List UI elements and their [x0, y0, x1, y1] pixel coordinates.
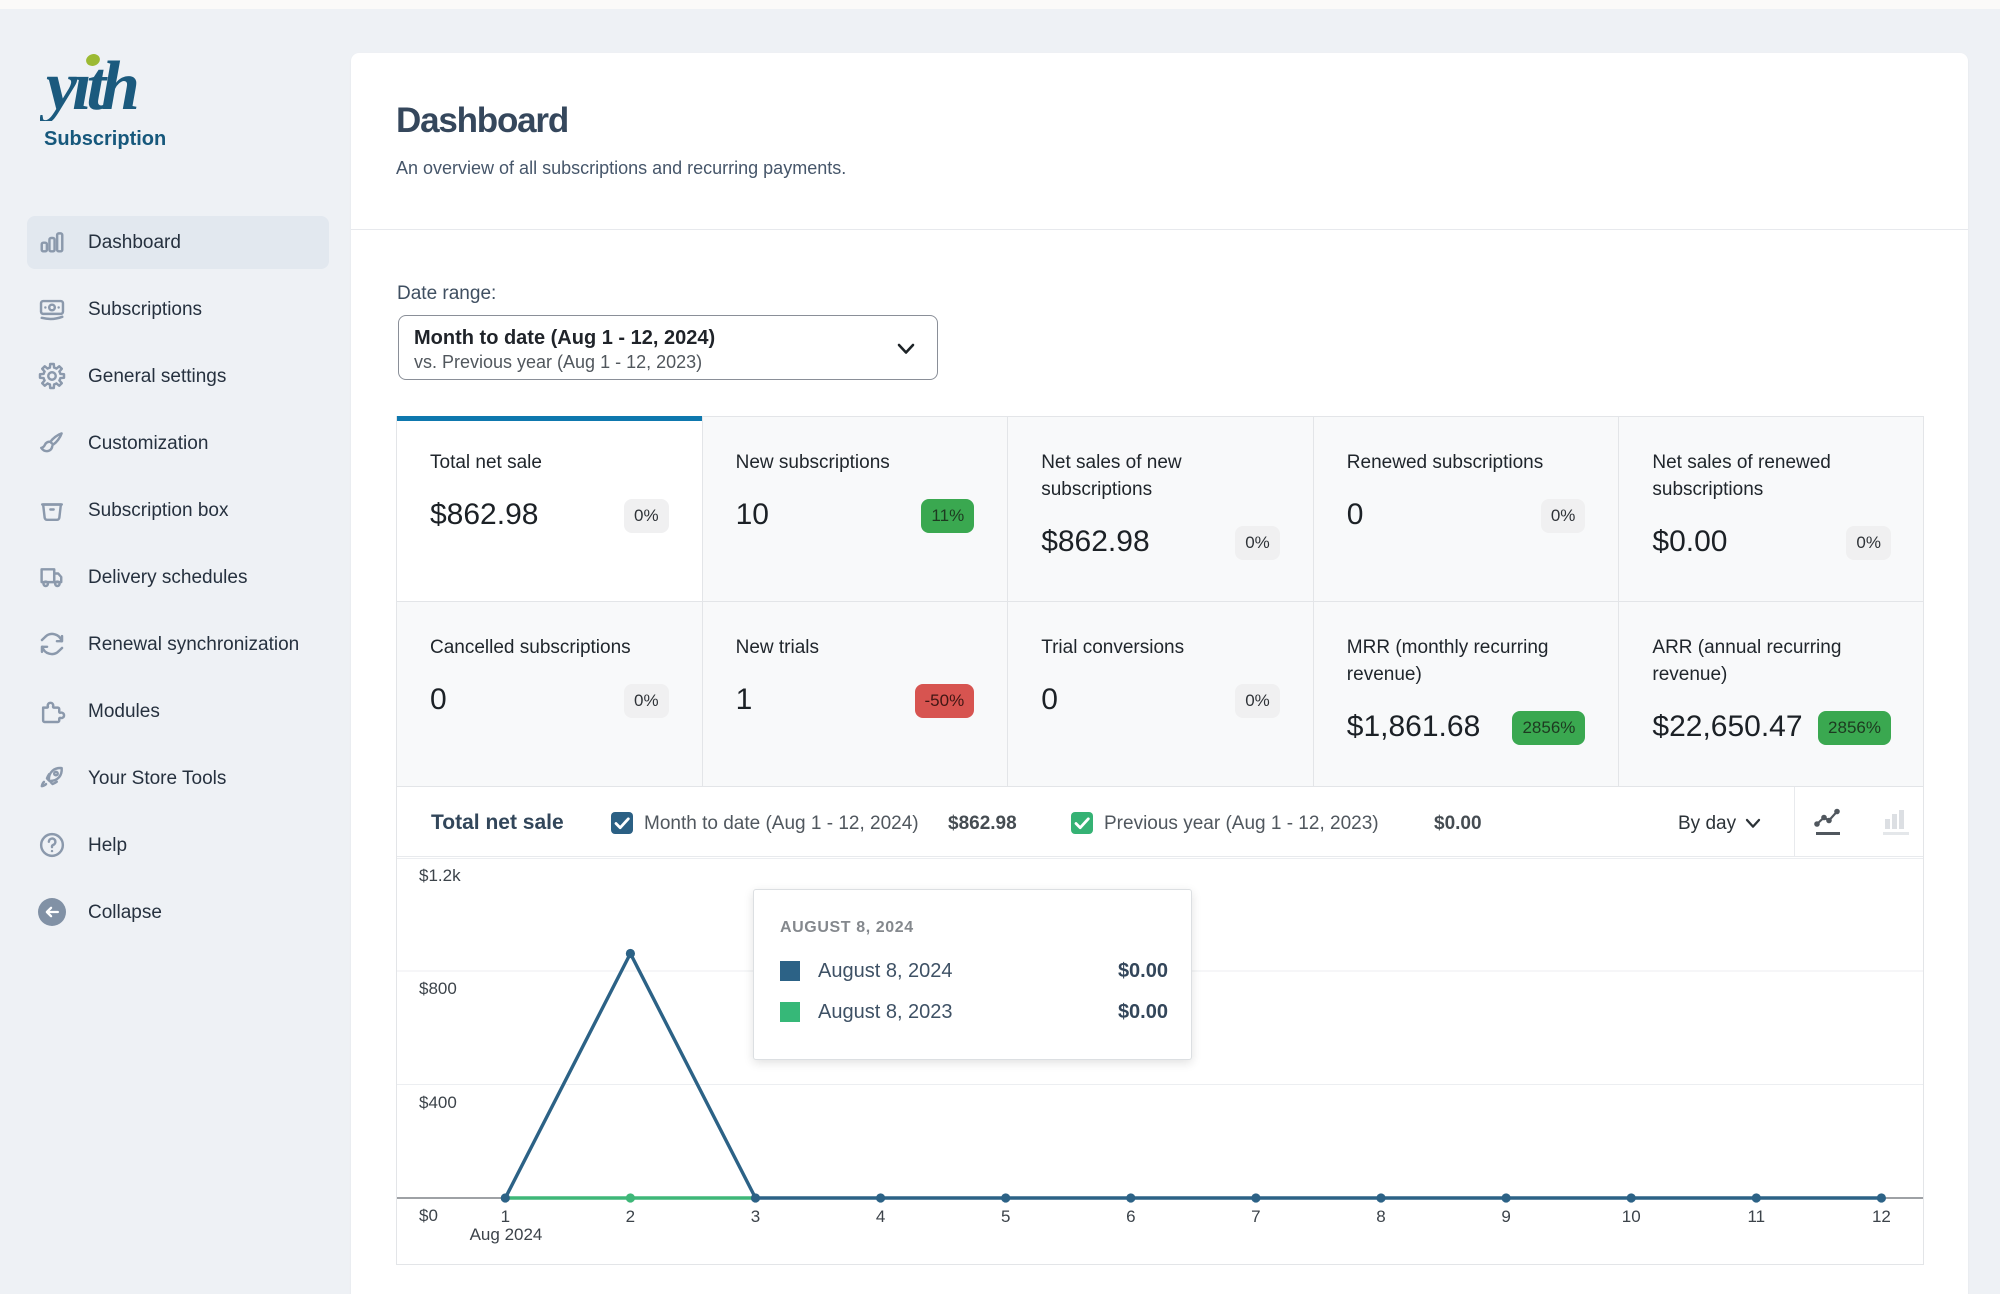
svg-text:3: 3 [751, 1207, 760, 1226]
svg-text:$1.2k: $1.2k [419, 866, 461, 885]
svg-text:10: 10 [1622, 1207, 1641, 1226]
svg-text:4: 4 [876, 1207, 885, 1226]
svg-text:9: 9 [1501, 1207, 1510, 1226]
svg-text:7: 7 [1251, 1207, 1260, 1226]
svg-text:$400: $400 [419, 1093, 457, 1112]
svg-text:5: 5 [1001, 1207, 1010, 1226]
svg-text:11: 11 [1747, 1207, 1765, 1226]
svg-text:1: 1 [501, 1207, 510, 1226]
svg-text:12: 12 [1872, 1207, 1891, 1226]
svg-text:$800: $800 [419, 979, 457, 998]
svg-text:$0: $0 [419, 1206, 438, 1225]
svg-text:2: 2 [626, 1207, 635, 1226]
svg-text:6: 6 [1126, 1207, 1135, 1226]
svg-text:8: 8 [1376, 1207, 1385, 1226]
svg-text:Aug 2024: Aug 2024 [470, 1225, 543, 1244]
